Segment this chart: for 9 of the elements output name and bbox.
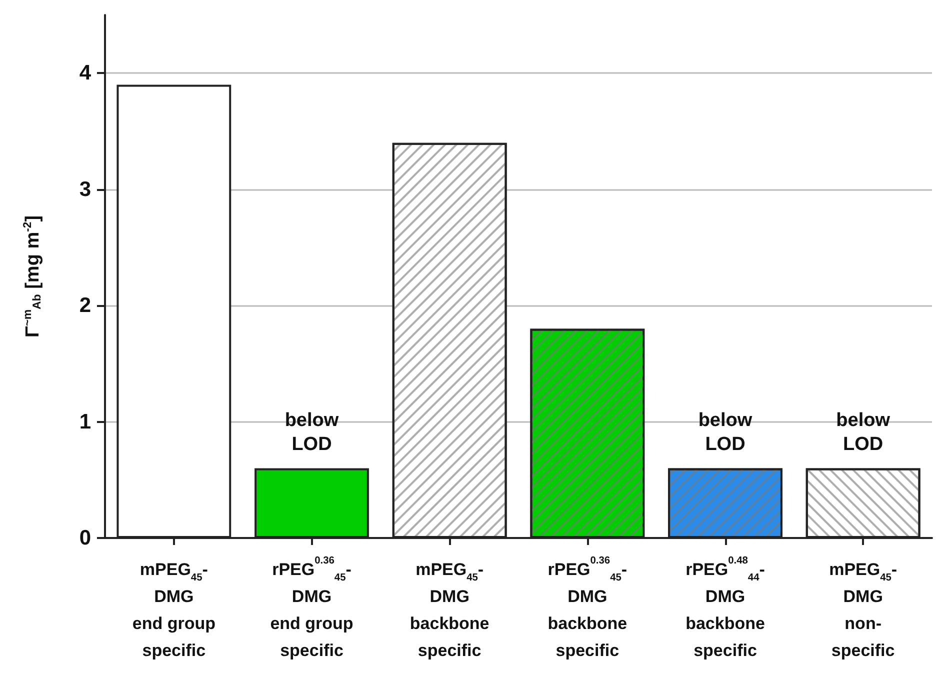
y-tick-label: 1	[79, 410, 92, 434]
y-tick-label: 4	[79, 62, 92, 85]
annotation: below LOD	[284, 410, 339, 455]
annotation: below LOD	[836, 410, 890, 455]
y-tick-label: 0	[79, 526, 91, 550]
y-tick-label: 2	[79, 294, 91, 318]
annotation: below LOD	[698, 410, 752, 455]
y-axis-title: Γ~mAb [mg m-2]	[22, 215, 44, 338]
y-tick-label: 3	[79, 178, 91, 201]
